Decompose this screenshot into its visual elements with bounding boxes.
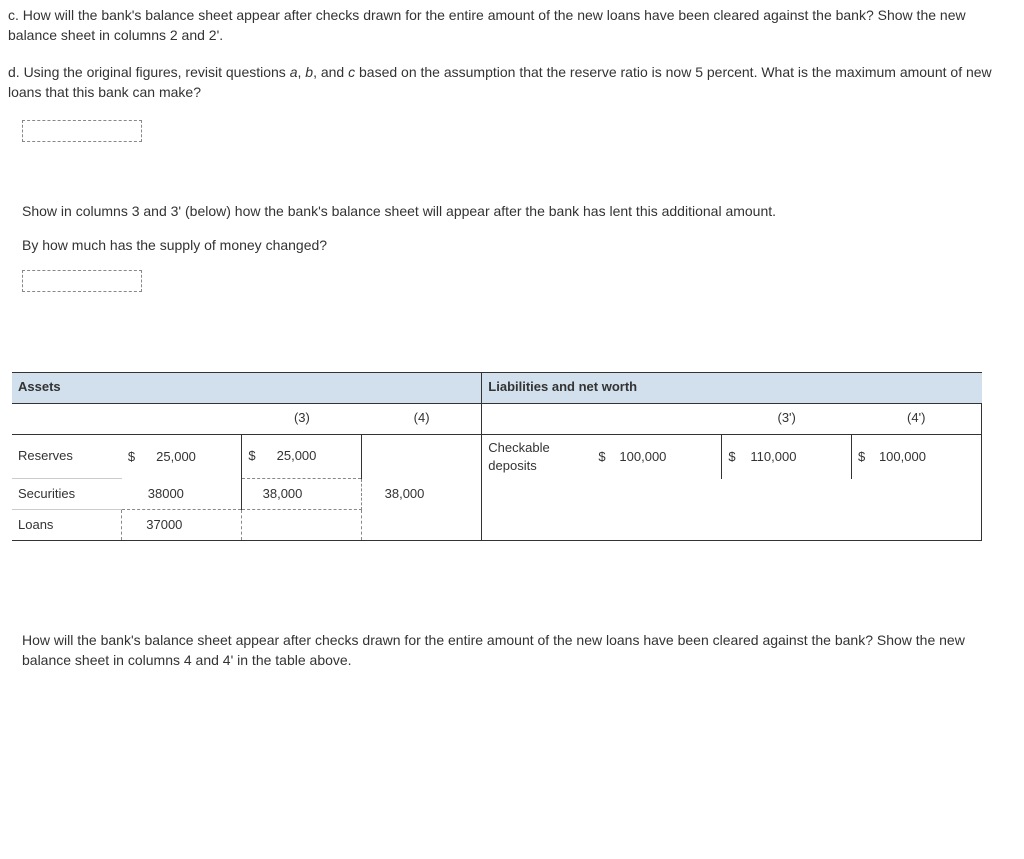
loans-col4[interactable] (362, 510, 482, 541)
money-changed-text: By how much has the supply of money chan… (22, 236, 1016, 256)
max-loans-input[interactable] (22, 120, 142, 142)
d-sep2: , and (313, 64, 348, 80)
securities-label: Securities (12, 479, 122, 510)
reserves-col4[interactable] (362, 434, 482, 479)
loans-base[interactable]: 37000 (122, 510, 242, 541)
securities-col4[interactable]: 38,000 (362, 479, 482, 510)
liabilities-header: Liabilities and net worth (482, 372, 982, 403)
col-4-header: (4) (362, 403, 482, 434)
reserves-col3[interactable]: $25,000 (242, 434, 362, 479)
deposits-col3p[interactable]: $110,000 (722, 434, 852, 479)
d-prefix: d. Using the original figures, revisit q… (8, 64, 290, 80)
checkable-deposits-label: Checkable deposits (482, 434, 593, 479)
loans-col3[interactable] (242, 510, 362, 541)
securities-base: 38000 (122, 479, 242, 510)
reserves-label: Reserves (12, 434, 122, 479)
deposits-col4p[interactable]: $100,000 (851, 434, 981, 479)
loans-label: Loans (12, 510, 122, 541)
col-4p-header: (4') (851, 403, 981, 434)
question-d: d. Using the original figures, revisit q… (8, 63, 1016, 102)
money-changed-input[interactable] (22, 270, 142, 292)
reserves-base: $25,000 (122, 434, 242, 479)
instruction-block: Show in columns 3 and 3' (below) how the… (22, 202, 1016, 291)
col-3-header: (3) (242, 403, 362, 434)
show-columns-text: Show in columns 3 and 3' (below) how the… (22, 202, 1016, 222)
assets-header: Assets (12, 372, 482, 403)
balance-sheet-table: Assets Liabilities and net worth (3) (4)… (12, 372, 982, 542)
final-question: How will the bank's balance sheet appear… (22, 631, 1016, 670)
deposits-base: $100,000 (592, 434, 722, 479)
d-b: b (305, 64, 313, 80)
d-a: a (290, 64, 298, 80)
securities-col3[interactable]: 38,000 (242, 479, 362, 510)
question-c: c. How will the bank's balance sheet app… (8, 6, 1016, 45)
col-3p-header: (3') (722, 403, 852, 434)
